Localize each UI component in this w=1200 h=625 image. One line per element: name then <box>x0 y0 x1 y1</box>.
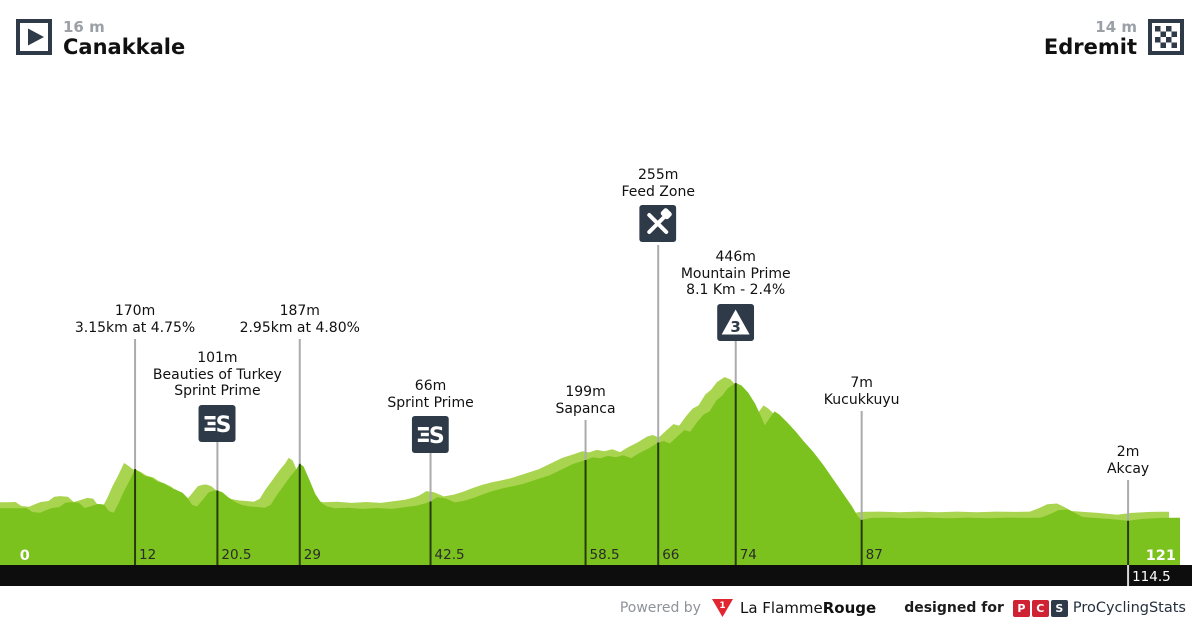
axis-km-label: 58.5 <box>590 547 620 563</box>
axis-km-label: 20.5 <box>221 547 251 563</box>
marker-label-line: 66m <box>414 378 447 394</box>
marker-label-line: Beauties of Turkey <box>152 366 282 383</box>
start-town: Canakkale <box>63 35 186 59</box>
finish-town: Edremit <box>1043 35 1137 59</box>
marker-label-line: 2m <box>1116 444 1140 460</box>
axis-km-label: 87 <box>866 547 883 563</box>
marker-annotation: 101m Beauties of Turkey Sprint Prime S <box>153 350 282 442</box>
marker-label-line: Sprint Prime <box>387 394 474 411</box>
mountain-category-icon: 3 <box>717 303 755 341</box>
marker-annotation: 7m Kucukkuyu <box>824 375 900 408</box>
lfr-name: La FlammeRouge <box>739 599 877 617</box>
marker-label-line: 7m <box>850 375 873 391</box>
marker-annotation: 199m Sapanca <box>556 384 616 417</box>
marker-label-line: 2.95km at 4.80% <box>239 319 360 336</box>
marker-label-line: 3.15km at 4.75% <box>74 319 196 336</box>
start-elevation: 16 m <box>63 18 105 36</box>
finish-flag-icon <box>1148 19 1184 55</box>
axis-bar <box>0 565 1192 586</box>
marker-annotation: 446m Mountain Prime 8.1 Km - 2.4% 3 <box>681 249 791 341</box>
start-header: 16 m Canakkale <box>16 19 185 59</box>
elevation-profile-chart: 12 20.5 29 42.5 58.5 66 74 87 114.5 0 121 <box>0 245 1192 586</box>
svg-text:3: 3 <box>730 318 740 336</box>
la-flamme-rouge-logo[interactable]: 1 La FlammeRouge <box>711 598 876 618</box>
feed-zone-icon <box>639 205 677 242</box>
marker-annotation: 2m Akcay <box>1107 444 1149 477</box>
marker-label-line: Sprint Prime <box>174 383 261 399</box>
marker-label-line: Kucukkuyu <box>823 391 900 408</box>
designed-for-label: designed for <box>904 600 1004 616</box>
svg-text:S: S <box>216 413 232 438</box>
marker-label-line: 170m <box>114 303 156 319</box>
lfr-triangle-icon: 1 <box>711 599 733 617</box>
footer: Powered by 1 La FlammeRouge designed for… <box>620 595 1186 621</box>
profile-area <box>0 383 1181 565</box>
start-flag-icon <box>16 19 52 55</box>
marker-label-line: Sapanca <box>555 400 616 417</box>
powered-by-label: Powered by <box>619 600 701 616</box>
marker-label-line: 187m <box>279 303 320 319</box>
marker-label-line: 8.1 Km - 2.4% <box>686 282 786 298</box>
marker-label-line: Mountain Prime <box>680 265 791 282</box>
marker-annotation: 255m Feed Zone <box>621 167 695 242</box>
axis-km-label: 121 <box>1146 548 1176 564</box>
marker-label-line: 446m <box>715 249 756 265</box>
lfr-flag-number: 1 <box>719 601 725 611</box>
marker-annotation: 66m Sprint Prime S <box>387 378 474 453</box>
sprint-prime-icon: S <box>412 416 450 453</box>
marker-annotation: 170m 3.15km at 4.75% <box>75 303 195 336</box>
axis-km-label: 114.5 <box>1132 569 1171 585</box>
marker-label-line: Feed Zone <box>621 183 695 200</box>
axis-km-label: 29 <box>304 547 321 563</box>
axis-km-label: 0 <box>20 548 30 564</box>
pcs-name: ProCyclingStats <box>1072 600 1186 616</box>
pcs-letter-box: P <box>1012 599 1030 617</box>
pcs-letter-box: C <box>1031 599 1049 617</box>
marker-label-line: Akcay <box>1106 460 1150 477</box>
svg-text:S: S <box>429 424 445 449</box>
pcs-letter-box: S <box>1050 599 1068 617</box>
finish-header: 14 m Edremit <box>1044 19 1184 59</box>
marker-annotation: 187m 2.95km at 4.80% <box>240 303 360 336</box>
sprint-prime-icon: S <box>198 404 236 442</box>
finish-elevation: 14 m <box>1095 18 1137 36</box>
axis-km-label: 12 <box>139 547 156 563</box>
marker-label-line: 101m <box>197 350 238 366</box>
marker-label-line: 255m <box>638 167 679 183</box>
marker-label-line: 199m <box>565 384 606 400</box>
axis-km-label: 66 <box>662 547 679 563</box>
axis-km-label: 42.5 <box>435 547 465 563</box>
axis-km-label: 74 <box>740 547 757 563</box>
